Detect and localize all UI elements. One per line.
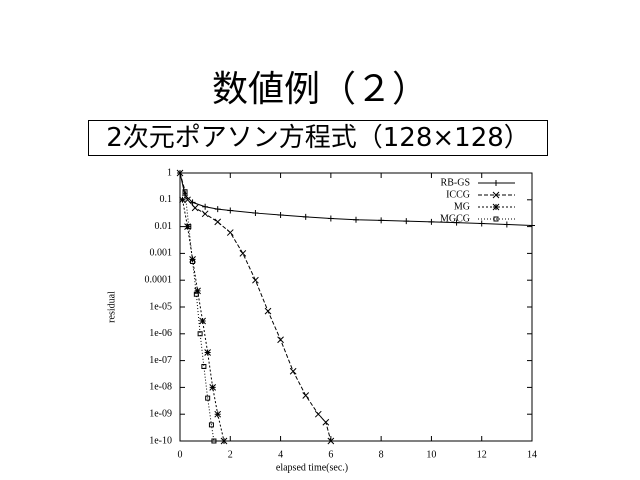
marker xyxy=(264,307,272,315)
legend-marker xyxy=(492,191,500,199)
marker xyxy=(428,218,435,225)
x-tick-label: 6 xyxy=(328,449,333,460)
marker xyxy=(214,206,221,213)
marker xyxy=(478,220,485,227)
marker xyxy=(252,210,259,217)
x-tick-label: 14 xyxy=(527,449,537,460)
y-tick-label: 1e-05 xyxy=(149,301,172,312)
marker xyxy=(529,222,535,229)
marker xyxy=(179,196,186,204)
marker xyxy=(211,438,217,444)
y-tick-label: 1e-09 xyxy=(149,408,172,419)
marker xyxy=(302,392,310,399)
legend-marker xyxy=(493,216,499,222)
series-line xyxy=(182,199,225,442)
marker xyxy=(327,215,334,222)
x-axis-label: elapsed time(sec.) xyxy=(276,462,348,473)
marker xyxy=(453,219,460,226)
y-tick-label: 0.0001 xyxy=(145,274,173,285)
x-tick-label: 12 xyxy=(477,449,487,460)
marker xyxy=(503,221,510,228)
marker xyxy=(378,217,385,224)
y-axis-label: residual xyxy=(106,291,117,323)
marker xyxy=(201,364,207,370)
marker xyxy=(302,213,309,220)
y-tick-label: 0.01 xyxy=(155,221,173,232)
marker xyxy=(227,207,234,214)
marker xyxy=(205,395,211,401)
marker xyxy=(199,317,206,325)
marker xyxy=(190,258,196,264)
x-tick-label: 2 xyxy=(228,449,233,460)
marker xyxy=(194,287,201,295)
marker xyxy=(197,331,203,337)
marker xyxy=(252,276,259,284)
slide-title: 数値例（２） xyxy=(211,69,428,110)
marker xyxy=(277,212,284,219)
marker xyxy=(327,437,335,445)
marker xyxy=(209,384,217,391)
series-line xyxy=(179,172,533,226)
marker xyxy=(239,250,247,257)
y-tick-label: 1 xyxy=(167,167,172,178)
marker xyxy=(403,218,410,225)
marker xyxy=(353,216,359,223)
marker xyxy=(176,169,184,177)
marker xyxy=(208,422,214,428)
legend-marker xyxy=(492,203,500,211)
x-tick-label: 0 xyxy=(178,449,183,460)
y-tick-label: 0.1 xyxy=(160,194,173,205)
legend-label: RB-GS xyxy=(441,177,470,188)
y-tick-label: 0.001 xyxy=(150,248,173,259)
series-line xyxy=(184,191,215,442)
marker xyxy=(184,223,191,230)
marker xyxy=(277,336,284,344)
marker xyxy=(220,437,228,445)
marker xyxy=(214,410,222,418)
y-tick-label: 1e-08 xyxy=(149,382,172,393)
slide-subtitle: 2次元ポアソン方程式（128×128） xyxy=(88,120,548,156)
marker xyxy=(202,203,209,210)
marker xyxy=(214,218,222,226)
marker xyxy=(226,229,234,236)
x-tick-label: 10 xyxy=(426,449,436,460)
y-tick-label: 1e-07 xyxy=(149,355,172,366)
legend-marker xyxy=(493,180,499,186)
marker xyxy=(191,204,199,212)
marker xyxy=(193,291,199,297)
x-tick-label: 8 xyxy=(379,449,384,460)
marker xyxy=(182,189,188,195)
marker xyxy=(186,224,192,230)
marker xyxy=(322,418,330,426)
marker xyxy=(289,367,297,375)
y-tick-label: 1e-06 xyxy=(149,328,172,339)
legend-label: MGCG xyxy=(440,213,470,224)
marker xyxy=(314,410,322,418)
legend-label: MG xyxy=(454,201,470,212)
marker xyxy=(204,349,212,356)
plot-frame xyxy=(179,172,533,442)
legend-label: ICCG xyxy=(446,189,470,200)
y-tick-label: 1e-10 xyxy=(149,435,172,446)
x-tick-label: 4 xyxy=(278,449,283,460)
marker xyxy=(201,210,209,218)
